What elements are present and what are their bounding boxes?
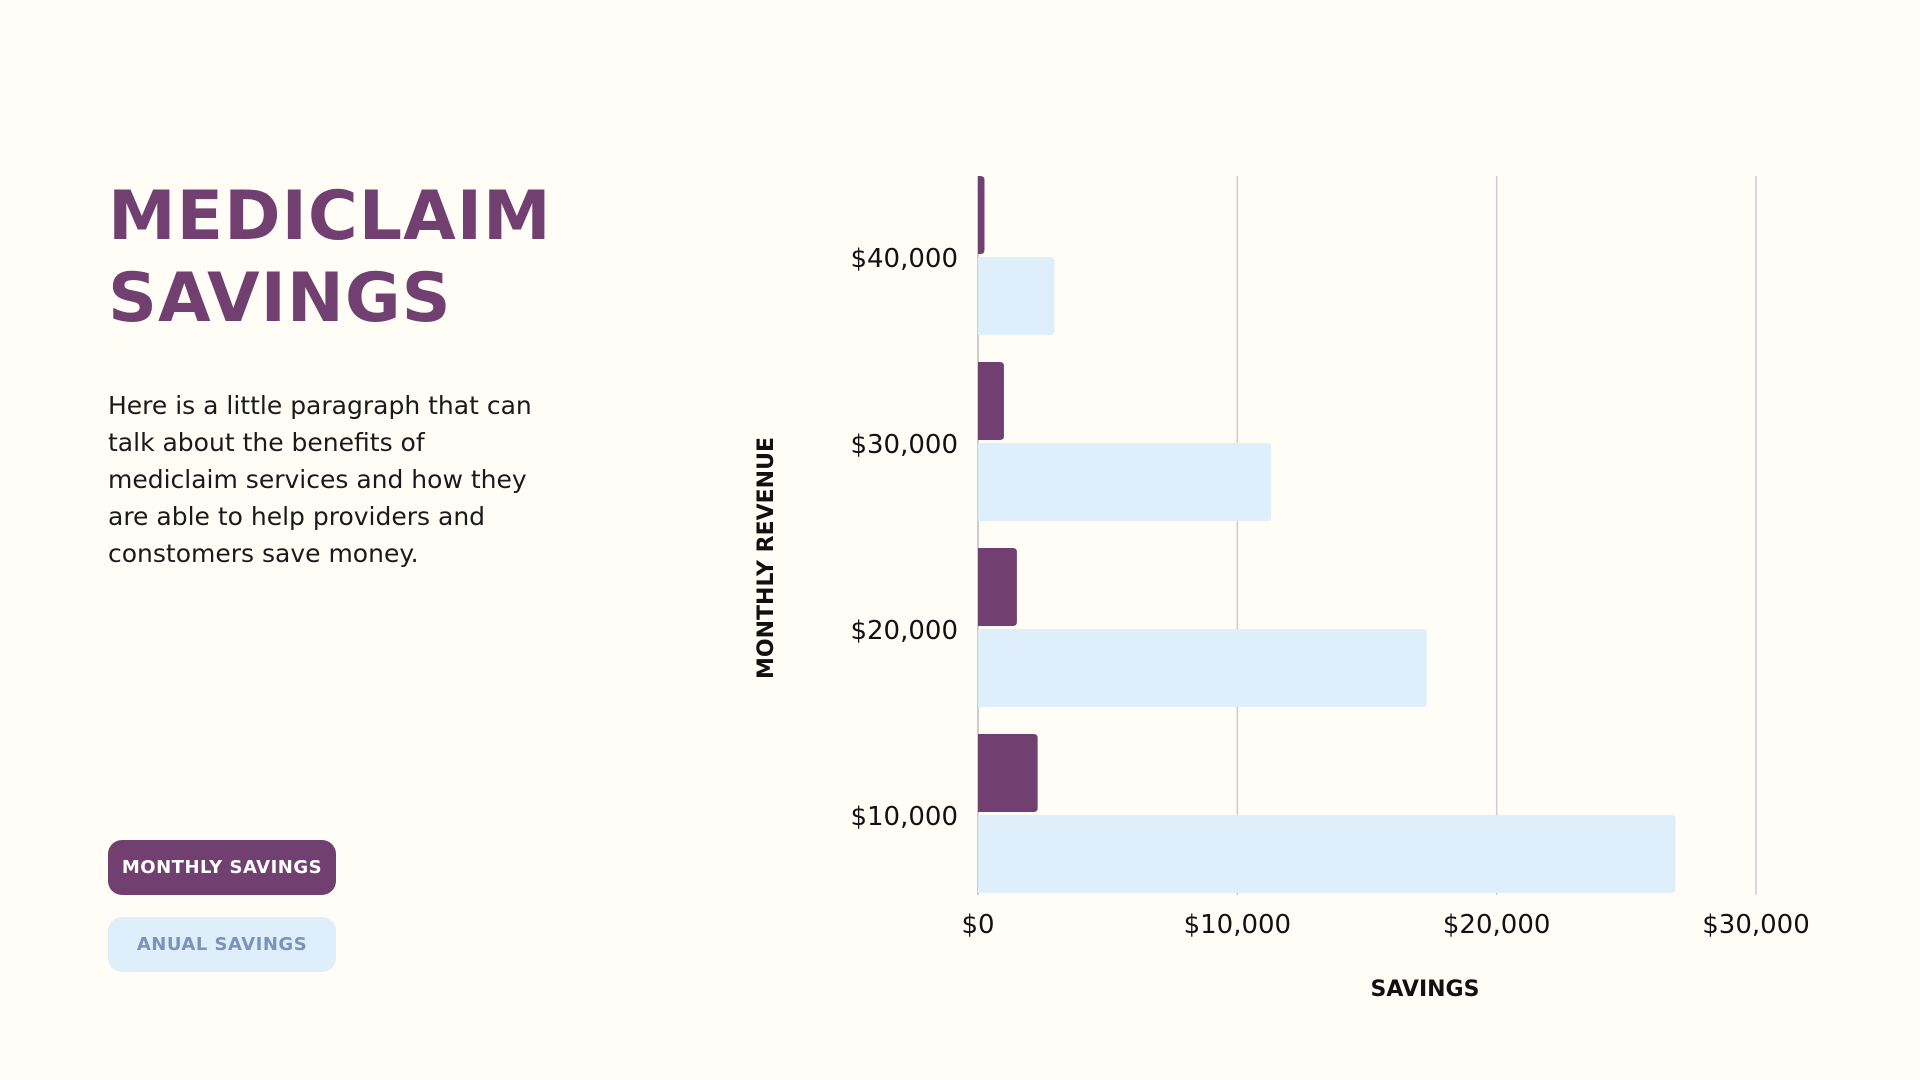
x-axis-title: SAVINGS <box>1371 977 1480 1002</box>
tick-labels: $0 $10,000 $20,000 $30,000 $40,000 $30,000 $20… <box>850 244 1809 940</box>
bars <box>978 176 1676 893</box>
bar-annual-1 <box>978 257 1055 335</box>
gridlines <box>977 176 1757 895</box>
y-tick-label: $30,000 <box>850 430 958 460</box>
bar-annual-3 <box>978 629 1427 707</box>
y-tick-label: $10,000 <box>850 802 958 832</box>
x-tick-label: $20,000 <box>1443 910 1551 940</box>
legend-monthly-savings: MONTHLY SAVINGS <box>108 840 336 895</box>
bar-monthly-2 <box>978 362 1004 440</box>
bar-monthly-4 <box>978 734 1038 812</box>
legend-annual-savings: ANUAL SAVINGS <box>108 917 336 972</box>
bar-monthly-3 <box>978 548 1017 626</box>
description-paragraph: Here is a little paragraph that can talk… <box>108 391 532 568</box>
bar-annual-4 <box>978 815 1676 893</box>
y-axis-title: MONTHLY REVENUE <box>754 437 779 679</box>
x-tick-label: $30,000 <box>1702 910 1810 940</box>
y-tick-label: $40,000 <box>850 244 958 274</box>
x-tick-label: $10,000 <box>1184 910 1292 940</box>
bar-annual-2 <box>978 443 1272 521</box>
y-tick-label: $20,000 <box>850 616 958 646</box>
x-tick-label: $0 <box>961 910 994 940</box>
bar-monthly-1 <box>978 176 985 254</box>
page-title: MEDICLAIM SAVINGS <box>108 176 628 340</box>
title-line-1: MEDICLAIM <box>108 177 552 256</box>
title-line-2: SAVINGS <box>108 259 452 338</box>
